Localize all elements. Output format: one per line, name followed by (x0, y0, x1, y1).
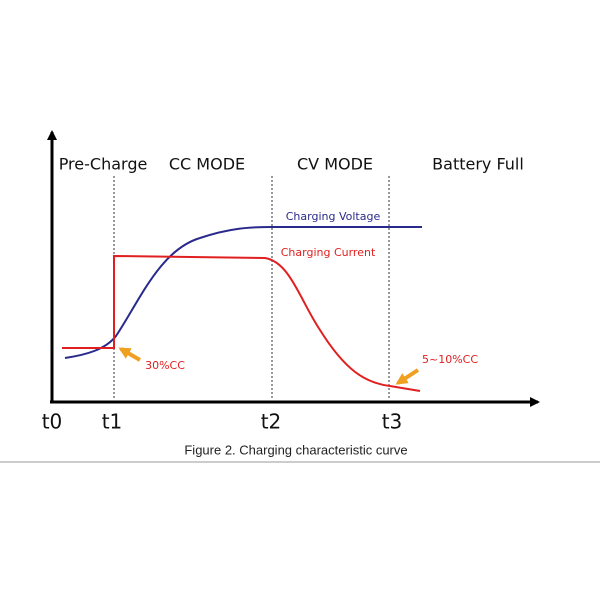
curve-label: Charging Voltage (286, 210, 381, 223)
annotation: 5~10%CC (422, 353, 478, 366)
time-mark: t0 (42, 410, 63, 434)
caption: Figure 2. Charging characteristic curve (184, 442, 407, 457)
phase-label: Battery Full (432, 155, 524, 174)
annotation-arrow (395, 368, 420, 385)
phase-label: Pre-Charge (59, 155, 148, 174)
time-mark: t1 (102, 410, 123, 434)
phase-label: CC MODE (169, 155, 245, 174)
time-mark: t3 (382, 410, 403, 434)
curve-label: Charging Current (281, 246, 376, 259)
annotation: 30%CC (145, 359, 185, 372)
current-curve (62, 254, 421, 392)
annotation-arrow (118, 347, 142, 362)
time-mark: t2 (261, 410, 282, 434)
phase-label: CV MODE (297, 155, 373, 174)
